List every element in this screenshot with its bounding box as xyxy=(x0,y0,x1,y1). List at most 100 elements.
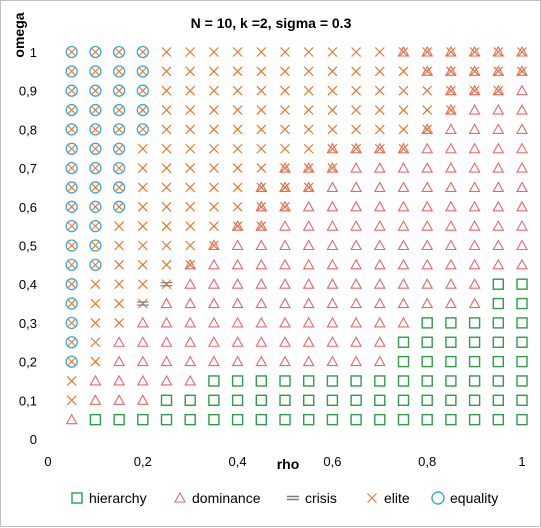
x-tick-label: 0,6 xyxy=(323,454,341,469)
legend: hierarchy dominance crisis elite equality xyxy=(71,490,498,506)
dominance-marker xyxy=(444,200,457,212)
dominance-marker xyxy=(113,336,126,347)
dominance-marker xyxy=(350,161,363,173)
dominance-marker xyxy=(279,297,291,309)
y-tick-label: 0 xyxy=(30,432,37,447)
hierarchy-marker xyxy=(516,278,528,290)
equality-marker xyxy=(89,142,102,155)
elite-marker xyxy=(351,124,362,135)
elite-dominance-marker xyxy=(444,65,457,77)
dominance-marker xyxy=(468,258,481,270)
dominance-marker xyxy=(516,123,528,134)
y-tick-label: 0,9 xyxy=(19,84,37,99)
dominance-marker xyxy=(184,316,197,328)
hierarchy-marker xyxy=(303,375,315,387)
hierarchy-marker xyxy=(184,413,196,426)
elite-dominance-marker xyxy=(397,142,410,154)
equality-marker xyxy=(65,258,78,272)
elite-marker xyxy=(256,143,267,154)
dominance-marker xyxy=(373,297,386,309)
dominance-marker xyxy=(184,336,197,347)
elite-dominance-marker xyxy=(444,84,457,96)
dominance-marker xyxy=(350,355,363,367)
hierarchy-marker xyxy=(255,413,268,426)
elite-dominance-marker xyxy=(255,220,268,232)
elite-dominance-marker xyxy=(516,45,528,57)
plot-area xyxy=(65,45,528,426)
elite-marker xyxy=(422,85,433,96)
dominance-marker xyxy=(207,355,220,367)
dominance-marker xyxy=(160,355,173,367)
elite-marker xyxy=(66,376,77,386)
hierarchy-marker xyxy=(160,413,173,426)
elite-marker xyxy=(351,105,362,115)
dominance-marker xyxy=(231,239,244,251)
hierarchy-marker xyxy=(421,317,433,329)
dominance-marker xyxy=(89,374,102,386)
dominance-marker xyxy=(255,278,268,289)
elite-marker xyxy=(303,105,314,115)
hierarchy-marker xyxy=(255,375,268,387)
dominance-marker xyxy=(444,278,457,289)
elite-marker xyxy=(256,105,267,115)
hierarchy-marker xyxy=(421,375,433,387)
dominance-marker xyxy=(444,297,457,309)
equality-marker xyxy=(89,103,102,117)
elite-dominance-marker xyxy=(255,200,268,212)
dominance-marker xyxy=(279,220,291,231)
elite-marker xyxy=(303,66,314,77)
dominance-marker xyxy=(373,239,386,251)
dominance-marker xyxy=(326,258,339,270)
equality-marker xyxy=(112,65,126,78)
equality-marker xyxy=(136,84,149,97)
dominance-marker xyxy=(516,258,528,270)
elite-marker xyxy=(90,317,101,328)
dominance-marker xyxy=(516,161,528,173)
dominance-marker xyxy=(302,258,315,270)
elite-marker xyxy=(185,124,196,135)
elite-dominance-marker xyxy=(468,65,481,77)
elite-marker xyxy=(185,201,196,212)
elite-dominance-marker xyxy=(279,200,291,212)
hierarchy-marker xyxy=(184,394,196,406)
elite-marker xyxy=(114,317,125,328)
hierarchy-marker xyxy=(445,336,457,348)
elite-marker xyxy=(398,124,409,135)
elite-marker xyxy=(137,259,148,270)
hierarchy-marker xyxy=(468,336,481,348)
dominance-marker xyxy=(113,394,126,405)
elite-dominance-marker xyxy=(421,65,434,77)
equality-marker xyxy=(136,65,149,78)
elite-dominance-marker xyxy=(350,142,363,154)
elite-marker xyxy=(327,85,338,96)
hierarchy-marker xyxy=(89,413,102,426)
elite-dominance-marker xyxy=(184,258,197,270)
elite-marker xyxy=(232,66,243,77)
hierarchy-marker xyxy=(492,336,504,348)
dominance-marker xyxy=(302,355,315,367)
dominance-marker xyxy=(373,161,386,173)
equality-marker xyxy=(65,123,78,136)
hierarchy-marker xyxy=(516,375,528,387)
equality-marker xyxy=(112,181,126,194)
dominance-marker xyxy=(231,355,244,367)
equality-marker xyxy=(112,142,126,155)
dominance-marker xyxy=(302,297,315,309)
elite-marker xyxy=(137,163,148,174)
elite-marker xyxy=(90,356,101,367)
hierarchy-marker xyxy=(374,394,386,406)
hierarchy-marker xyxy=(492,355,504,368)
elite-marker xyxy=(161,221,172,232)
hierarchy-marker xyxy=(397,336,410,348)
hierarchy-marker xyxy=(445,375,457,387)
elite-marker xyxy=(280,47,290,57)
dominance-marker xyxy=(397,278,410,289)
elite-dominance-marker xyxy=(444,103,457,115)
dominance-marker xyxy=(468,220,481,231)
equality-marker xyxy=(136,123,149,136)
elite-marker xyxy=(185,47,196,57)
elite-dominance-marker xyxy=(302,161,315,174)
dominance-marker xyxy=(160,316,173,328)
dominance-marker xyxy=(207,316,220,328)
